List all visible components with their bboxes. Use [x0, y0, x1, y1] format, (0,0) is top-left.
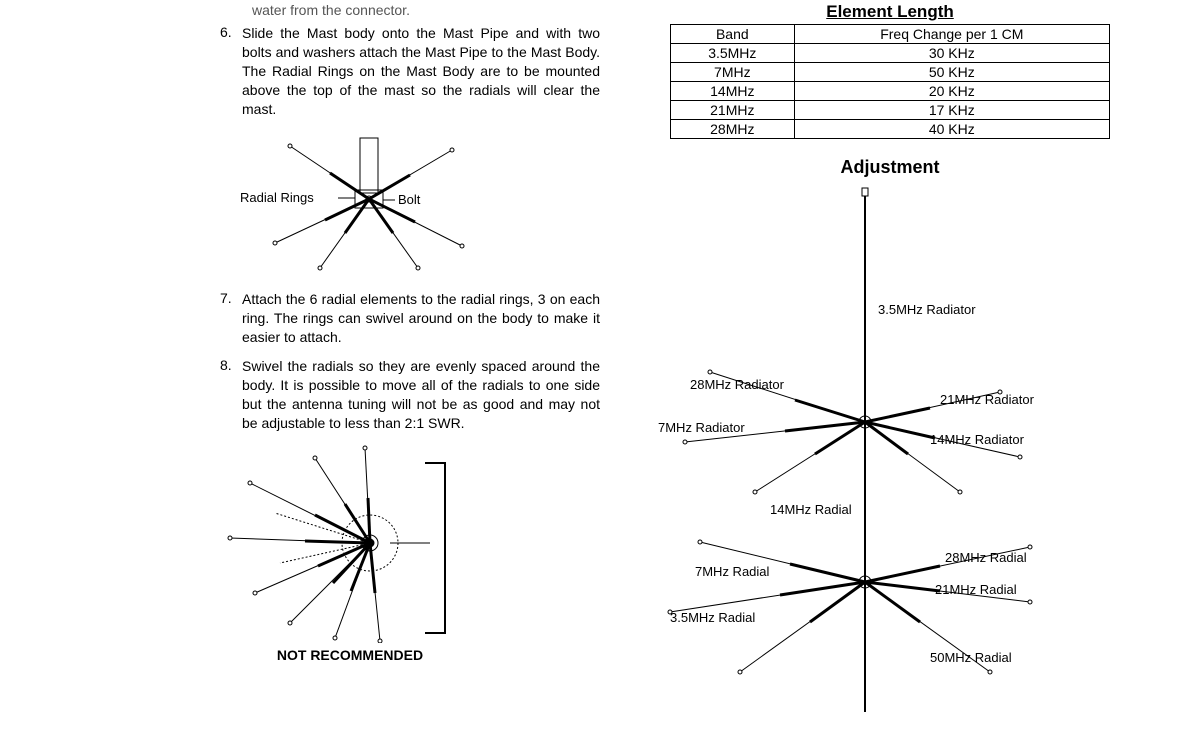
label-14-radial: 14MHz Radial — [770, 502, 852, 517]
label-21-radiator: 21MHz Radiator — [940, 392, 1034, 407]
table-row: 28MHz40 KHz — [671, 120, 1110, 139]
right-column: Element Length Band Freq Change per 1 CM… — [610, 0, 1150, 722]
table-header-row: Band Freq Change per 1 CM — [671, 25, 1110, 44]
figure-radial-rings: Radial Rings Bolt — [240, 128, 500, 278]
label-14-radiator: 14MHz Radiator — [930, 432, 1024, 447]
element-length-table: Band Freq Change per 1 CM 3.5MHz30 KHz 7… — [670, 24, 1110, 139]
table-row: 14MHz20 KHz — [671, 82, 1110, 101]
table-row: 7MHz50 KHz — [671, 63, 1110, 82]
step-text: Swivel the radials so they are evenly sp… — [242, 357, 600, 433]
label-bolt: Bolt — [398, 192, 420, 207]
label-7-radiator: 7MHz Radiator — [658, 420, 745, 435]
document-page: water from the connector. 6. Slide the M… — [0, 0, 1200, 722]
table-row: 3.5MHz30 KHz — [671, 44, 1110, 63]
step-7: 7. Attach the 6 radial elements to the r… — [220, 290, 600, 347]
label-35-radial: 3.5MHz Radial — [670, 610, 755, 625]
label-28-radial: 28MHz Radial — [945, 550, 1027, 565]
step-text: Attach the 6 radial elements to the radi… — [242, 290, 600, 347]
step-6: 6. Slide the Mast body onto the Mast Pip… — [220, 24, 600, 118]
label-28-radiator: 28MHz Radiator — [690, 377, 784, 392]
left-column: water from the connector. 6. Slide the M… — [20, 0, 610, 722]
antenna-svg — [630, 182, 1150, 722]
table-title: Element Length — [630, 2, 1150, 22]
not-recommended-label: NOT RECOMMENDED — [220, 647, 480, 663]
label-21-radial: 21MHz Radial — [935, 582, 1017, 597]
label-35-radiator: 3.5MHz Radiator — [878, 302, 976, 317]
not-recommended-svg — [220, 443, 480, 643]
table-row: 21MHz17 KHz — [671, 101, 1110, 120]
top-fragment: water from the connector. — [220, 2, 600, 18]
label-50-radial: 50MHz Radial — [930, 650, 1012, 665]
step-8: 8. Swivel the radials so they are evenly… — [220, 357, 600, 433]
step-number: 7. — [220, 290, 242, 347]
label-7-radial: 7MHz Radial — [695, 564, 769, 579]
adjustment-title: Adjustment — [630, 157, 1150, 178]
step-text: Slide the Mast body onto the Mast Pipe a… — [242, 24, 600, 118]
step-number: 8. — [220, 357, 242, 433]
table-header: Freq Change per 1 CM — [794, 25, 1109, 44]
table-header: Band — [671, 25, 795, 44]
label-radial-rings: Radial Rings — [240, 190, 314, 205]
antenna-diagram: 3.5MHz Radiator 28MHz Radiator 21MHz Rad… — [630, 182, 1150, 722]
step-number: 6. — [220, 24, 242, 118]
figure-not-recommended: NOT RECOMMENDED — [220, 443, 480, 663]
